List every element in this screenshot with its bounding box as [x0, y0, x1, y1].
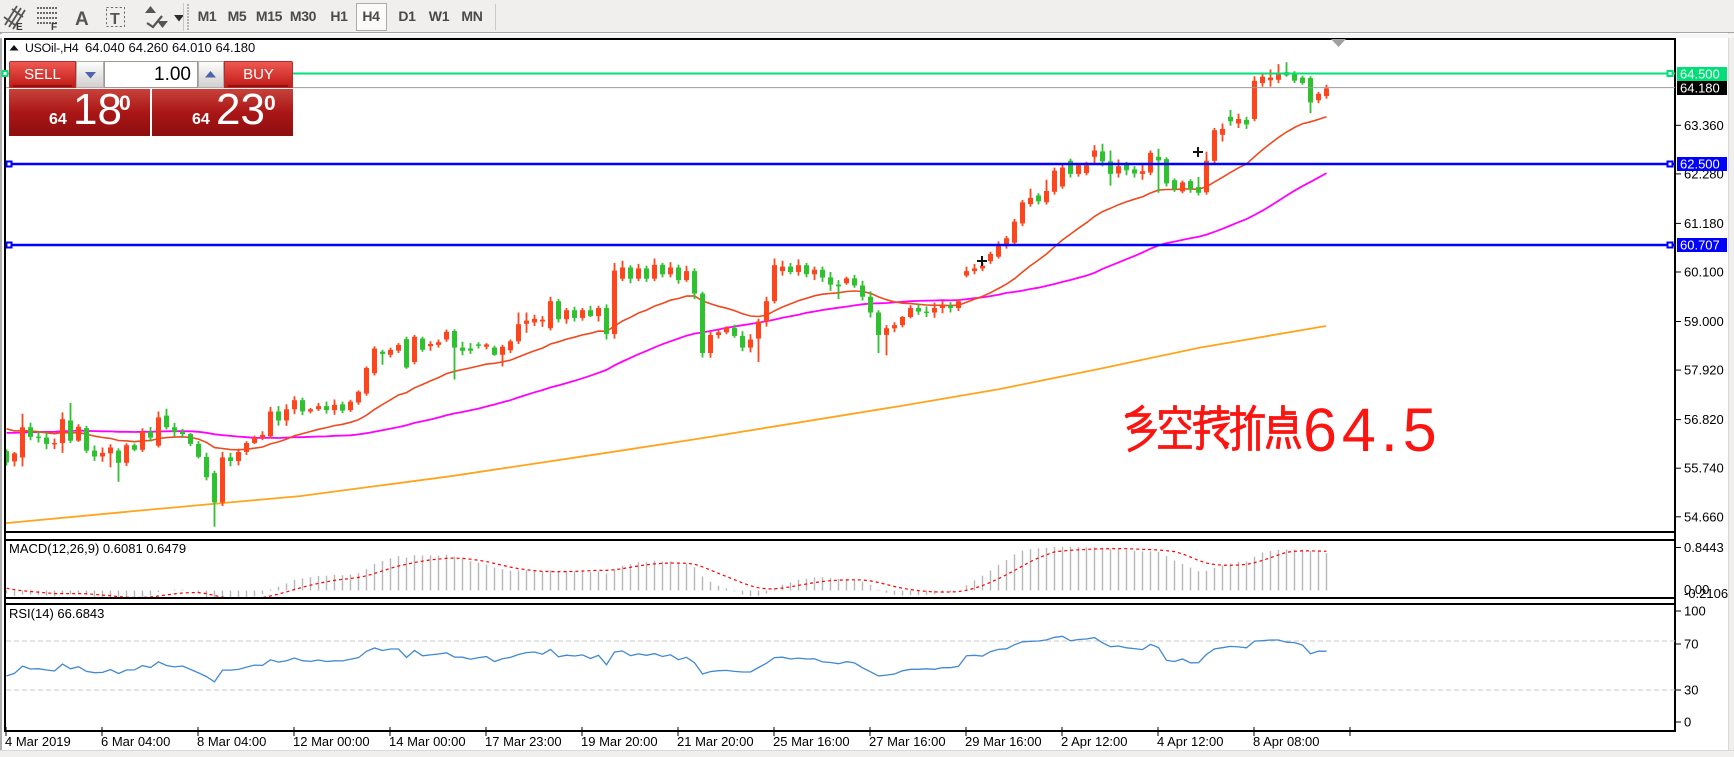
svg-text:19 Mar 20:00: 19 Mar 20:00: [581, 734, 658, 749]
svg-text:64.5: 64.5: [1303, 396, 1442, 464]
svg-text:0.00: 0.00: [1684, 582, 1709, 597]
svg-text:64.500: 64.500: [1680, 67, 1720, 82]
svg-text:T: T: [110, 11, 120, 28]
svg-text:29 Mar 16:00: 29 Mar 16:00: [965, 734, 1042, 749]
svg-text:MACD(12,26,9) 0.6081 0.6479: MACD(12,26,9) 0.6081 0.6479: [9, 541, 186, 556]
svg-text:55.740: 55.740: [1684, 461, 1724, 476]
svg-text:14 Mar 00:00: 14 Mar 00:00: [389, 734, 466, 749]
svg-text:30: 30: [1684, 683, 1698, 698]
svg-text:64.260: 64.260: [129, 40, 169, 55]
svg-text:62.500: 62.500: [1680, 157, 1720, 172]
svg-text:RSI(14) 66.6843: RSI(14) 66.6843: [9, 606, 104, 621]
svg-text:6 Mar 04:00: 6 Mar 04:00: [101, 734, 170, 749]
svg-text:64.040: 64.040: [85, 40, 125, 55]
svg-text:8 Apr 08:00: 8 Apr 08:00: [1253, 734, 1320, 749]
svg-text:57.920: 57.920: [1684, 363, 1724, 378]
svg-text:64.180: 64.180: [1680, 81, 1720, 96]
svg-text:4 Apr 12:00: 4 Apr 12:00: [1157, 734, 1224, 749]
svg-text:21 Mar 20:00: 21 Mar 20:00: [677, 734, 754, 749]
svg-text:-0.2106: -0.2106: [1684, 586, 1728, 601]
svg-text:0: 0: [1684, 715, 1691, 730]
svg-text:17 Mar 23:00: 17 Mar 23:00: [485, 734, 562, 749]
svg-text:70: 70: [1684, 637, 1698, 652]
svg-text:60.100: 60.100: [1684, 265, 1724, 280]
svg-text:F: F: [51, 22, 57, 33]
svg-text:64.010: 64.010: [172, 40, 212, 55]
svg-text:59.000: 59.000: [1684, 314, 1724, 329]
svg-text:2 Apr 12:00: 2 Apr 12:00: [1061, 734, 1128, 749]
svg-text:63.360: 63.360: [1684, 118, 1724, 133]
svg-text:0.8443: 0.8443: [1684, 540, 1724, 555]
svg-text:8 Mar 04:00: 8 Mar 04:00: [197, 734, 266, 749]
svg-text:64.180: 64.180: [216, 40, 256, 55]
svg-text:54.660: 54.660: [1684, 509, 1724, 524]
svg-text:4 Mar 2019: 4 Mar 2019: [5, 734, 71, 749]
svg-text:A: A: [75, 9, 89, 30]
svg-text:56.820: 56.820: [1684, 412, 1724, 427]
svg-text:27 Mar 16:00: 27 Mar 16:00: [869, 734, 946, 749]
svg-text:100: 100: [1684, 604, 1706, 619]
svg-text:USOil-,H4: USOil-,H4: [25, 41, 79, 55]
svg-text:60.707: 60.707: [1680, 238, 1720, 253]
svg-text:61.180: 61.180: [1684, 216, 1724, 231]
svg-text:12 Mar 00:00: 12 Mar 00:00: [293, 734, 370, 749]
svg-text:25 Mar 16:00: 25 Mar 16:00: [773, 734, 850, 749]
svg-text:E: E: [16, 22, 23, 33]
